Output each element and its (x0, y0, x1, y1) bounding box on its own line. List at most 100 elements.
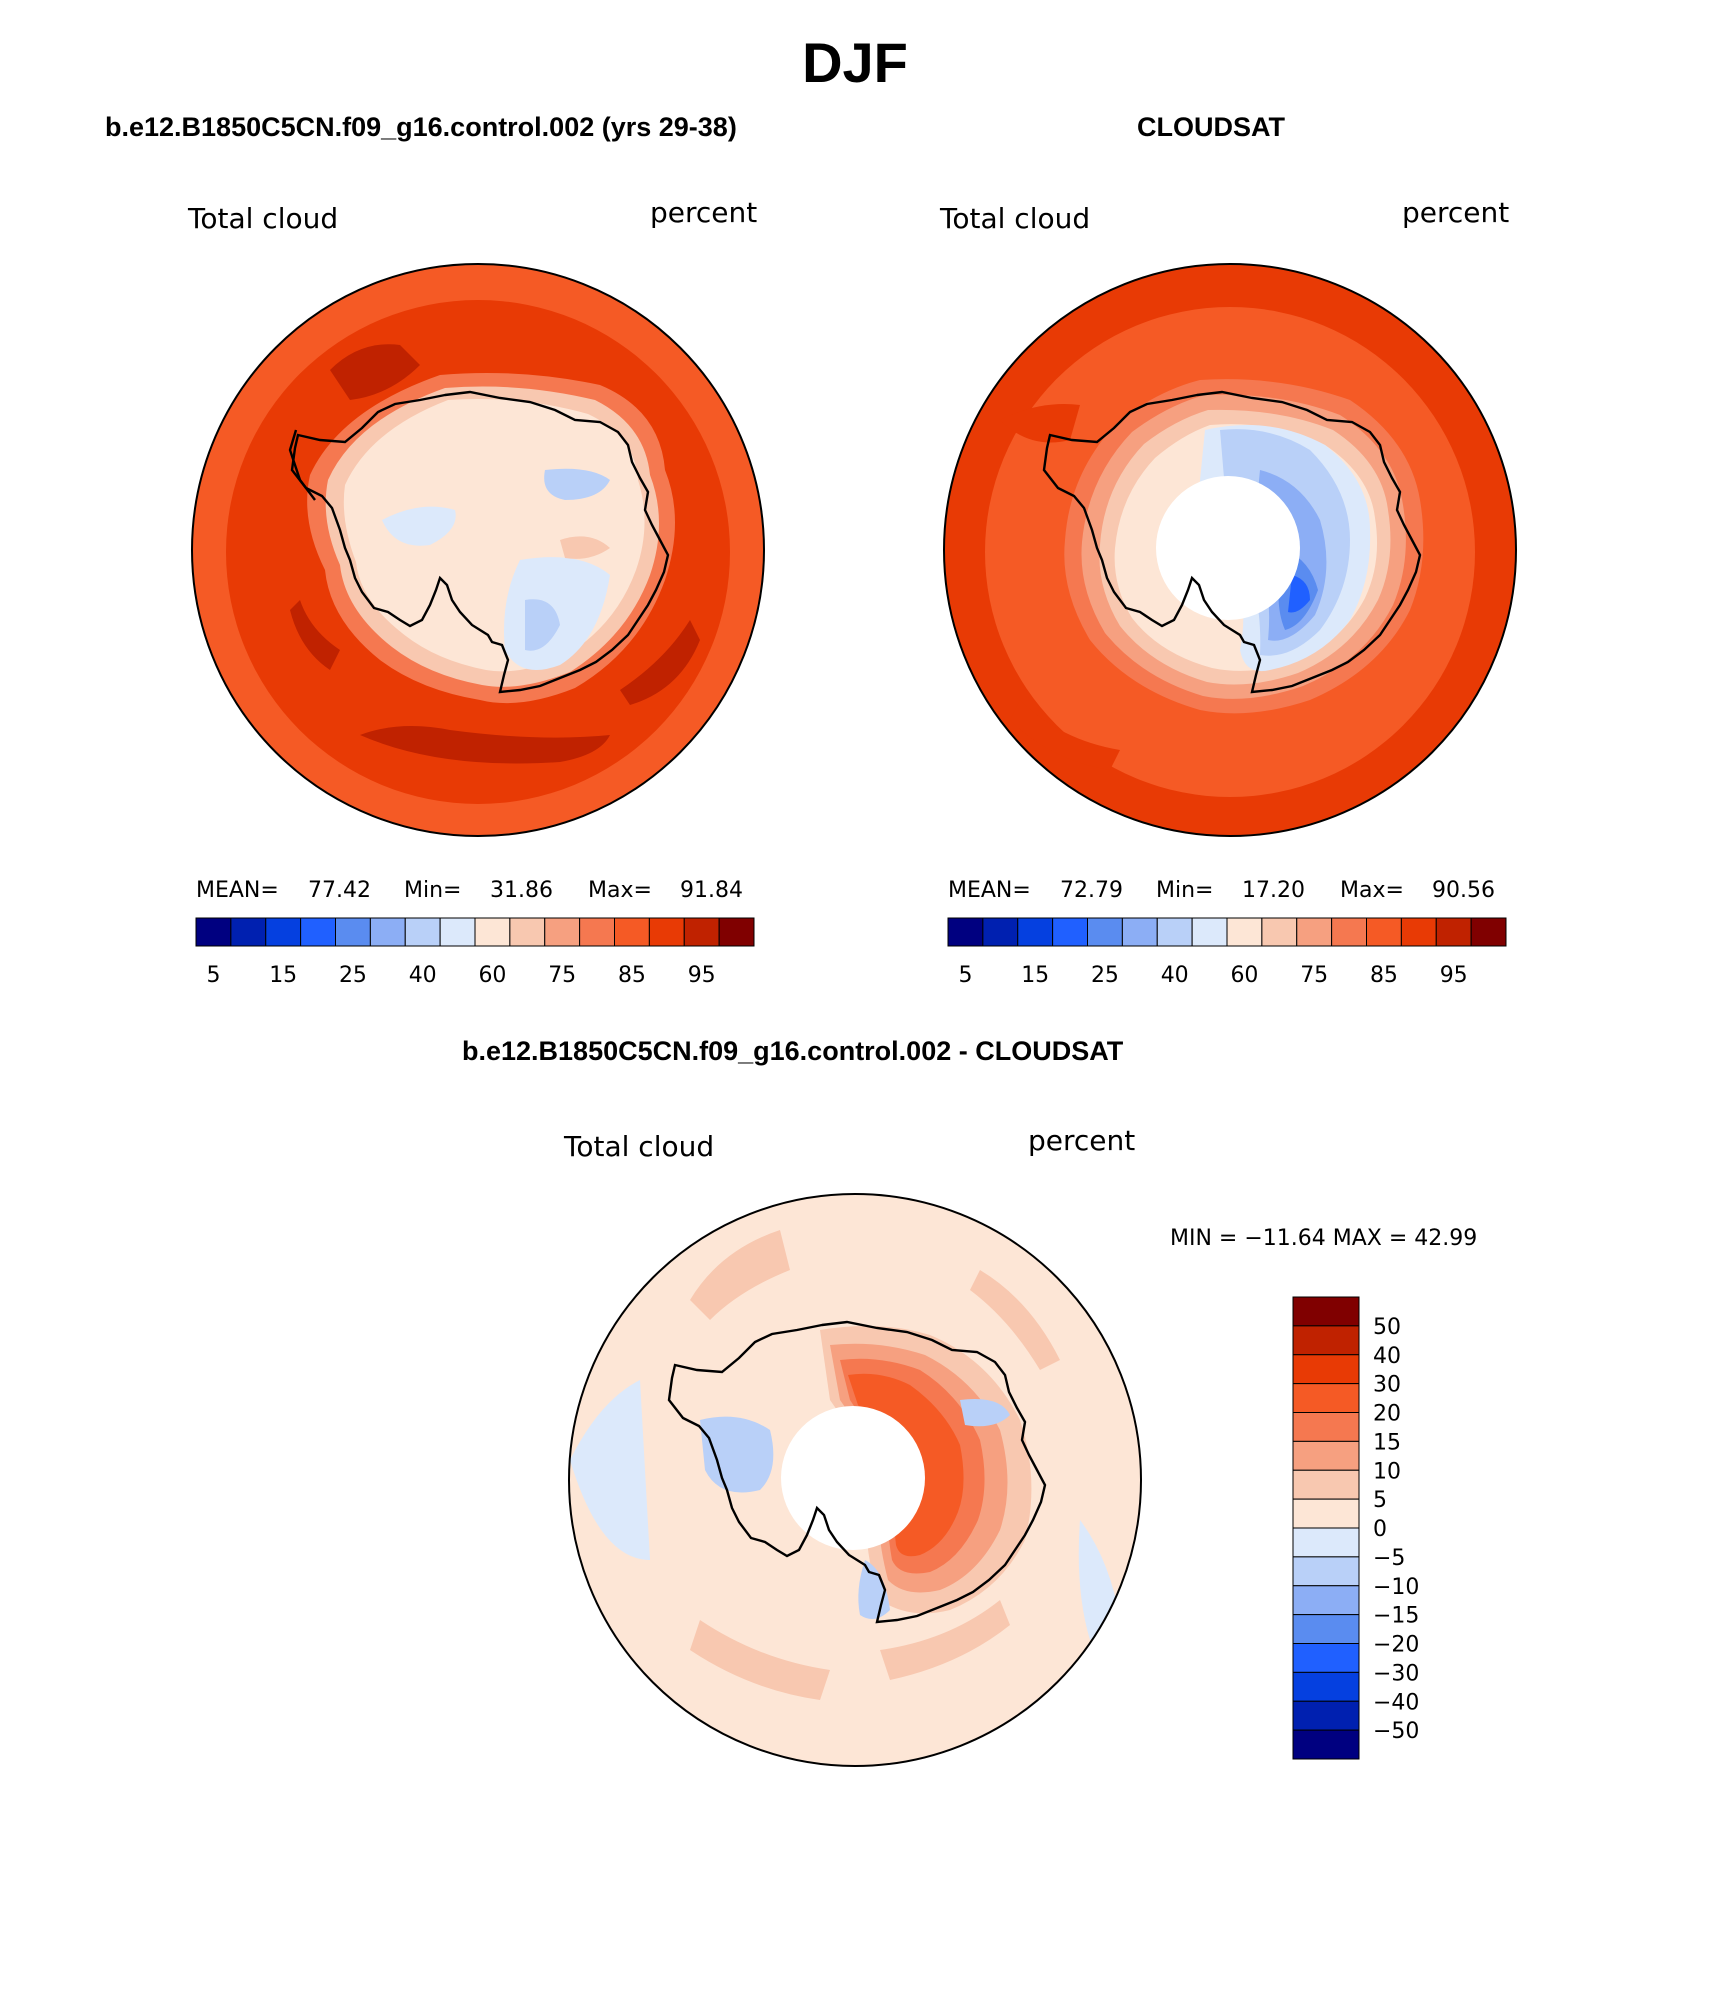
colorbar-3-cell (1292, 1671, 1360, 1702)
colorbar-3-cell (1292, 1614, 1360, 1644)
colorbar-3-cell (1292, 1440, 1360, 1471)
panel-2-max-value: 90.56 (1432, 878, 1495, 903)
panel-3-variable-label: Total cloud (564, 1130, 715, 1163)
colorbar-3-tick-label: −5 (1373, 1546, 1405, 1571)
panel-3-stats: MIN = −11.64 MAX = 42.99 (1170, 1226, 1478, 1251)
panel-1-max-value: 91.84 (680, 878, 743, 903)
map-1-fill-95-d (290, 600, 340, 670)
colorbar-2-cell (1156, 917, 1193, 947)
panel-1-max-label: Max= (588, 878, 652, 903)
colorbar-3-tick-label: −40 (1373, 1690, 1419, 1715)
colorbar-3-tick-label: 10 (1373, 1459, 1401, 1484)
colorbar-2-tick-label: 85 (1370, 963, 1398, 988)
colorbar-2-cell (1052, 917, 1088, 947)
colorbar-3-tick-label: −15 (1373, 1604, 1419, 1629)
page-title: DJF (802, 31, 908, 94)
colorbar-2-cell (1331, 917, 1367, 947)
colorbar-1-cell (474, 917, 511, 947)
panel-2-mean-label: MEAN= (948, 878, 1031, 903)
colorbar-2-cell (1400, 917, 1437, 947)
colorbar-2-tick-label: 15 (1021, 963, 1049, 988)
colorbar-3-tick-label: −20 (1373, 1633, 1419, 1658)
colorbar-1-tick-label: 5 (206, 963, 220, 988)
colorbar-1-tick-label: 15 (269, 963, 297, 988)
colorbar-2-cell (1087, 917, 1123, 947)
panel-2-max-label: Max= (1340, 878, 1404, 903)
colorbar-panel-2: 5 15 25 40 60 75 85 95 (947, 917, 1507, 988)
colorbar-1-tick-label: 25 (339, 963, 367, 988)
colorbar-2-tick-label: 95 (1440, 963, 1468, 988)
map-panel-3 (568, 1193, 1142, 1767)
map-1-fill-50-a (382, 506, 456, 546)
map-2-pole-hole (1156, 476, 1300, 620)
colorbar-3-cell (1292, 1354, 1360, 1385)
colorbar-1-cell (265, 917, 302, 947)
map-1-fill-45-a (544, 468, 610, 500)
panel-1-min-value: 31.86 (490, 878, 553, 903)
colorbar-1-cell (300, 917, 336, 947)
colorbar-3-cell (1292, 1643, 1360, 1673)
colorbar-3-tick-label: 50 (1373, 1315, 1401, 1340)
map-2-fill-90-b (1000, 404, 1080, 443)
colorbar-1-cell (335, 917, 371, 947)
colorbar-1-tick-label: 95 (688, 963, 716, 988)
colorbar-1-cell (509, 917, 546, 947)
panel-1-units-label: percent (650, 196, 758, 229)
colorbar-1-cell (544, 917, 581, 947)
colorbar-3-cell (1292, 1383, 1360, 1413)
panel-1-variable-label: Total cloud (188, 202, 339, 235)
colorbar-2-cell (1121, 917, 1158, 947)
map-1-fill-70-b (560, 536, 610, 559)
colorbar-2-cell (1226, 917, 1263, 947)
panel-2-min-value: 17.20 (1242, 878, 1305, 903)
map-3-coastline (667, 1320, 1047, 1624)
map-3-fill-10-d (880, 1600, 1010, 1680)
map-1-frame (191, 263, 765, 837)
colorbar-2-cell (1296, 917, 1333, 947)
colorbar-1-cell (369, 917, 406, 947)
map-panel-1 (191, 263, 765, 837)
colorbar-1-cell (648, 917, 685, 947)
colorbar-1-cell (439, 917, 476, 947)
colorbar-1-cell (404, 917, 441, 947)
panel-1-mean-label: MEAN= (196, 878, 279, 903)
colorbar-2-tick-label: 5 (958, 963, 972, 988)
colorbar-3-tick-label: 30 (1373, 1373, 1401, 1398)
colorbar-1-cell (230, 917, 267, 947)
colorbar-3-tick-label: −30 (1373, 1661, 1419, 1686)
colorbar-1-cell (614, 917, 650, 947)
panel-3-units-label: percent (1028, 1124, 1136, 1157)
map-3-fill-neg5-a (570, 1380, 650, 1560)
colorbar-2-cell (1470, 917, 1507, 947)
colorbar-3-cell (1292, 1585, 1360, 1616)
colorbar-3-cell (1292, 1412, 1360, 1442)
panel-2-variable-label: Total cloud (940, 202, 1091, 235)
colorbar-1-cell (683, 917, 720, 947)
colorbar-3-tick-label: −10 (1373, 1575, 1419, 1600)
colorbar-2-cell (982, 917, 1019, 947)
colorbar-1-tick-label: 40 (409, 963, 437, 988)
colorbar-1-cell (718, 917, 755, 947)
colorbar-2-cell (1261, 917, 1298, 947)
map-1-peninsula (288, 429, 316, 501)
colorbar-3-tick-label: 20 (1373, 1402, 1401, 1427)
colorbar-1-tick-label: 85 (618, 963, 646, 988)
map-3-pole-hole (781, 1406, 925, 1550)
colorbar-3-cell (1292, 1527, 1360, 1558)
map-1-coastline (290, 390, 670, 694)
colorbar-3-cell (1292, 1556, 1360, 1587)
colorbar-2-cell (947, 917, 984, 947)
panel-2-units-label: percent (1402, 196, 1510, 229)
colorbar-2-cell (1366, 917, 1402, 947)
colorbar-3-cell (1292, 1469, 1360, 1500)
colorbar-3-cell (1292, 1700, 1360, 1731)
map-2-fill-20 (1288, 575, 1310, 613)
colorbar-panel-1: 5 15 25 40 60 75 85 95 (195, 917, 755, 988)
map-1-fill-45-b (525, 599, 560, 651)
map-3-fill-10-b (970, 1270, 1060, 1370)
map-2-frame (943, 263, 1517, 837)
map-panel-2 (943, 263, 1517, 837)
map-3-fill-10-c (690, 1620, 830, 1700)
